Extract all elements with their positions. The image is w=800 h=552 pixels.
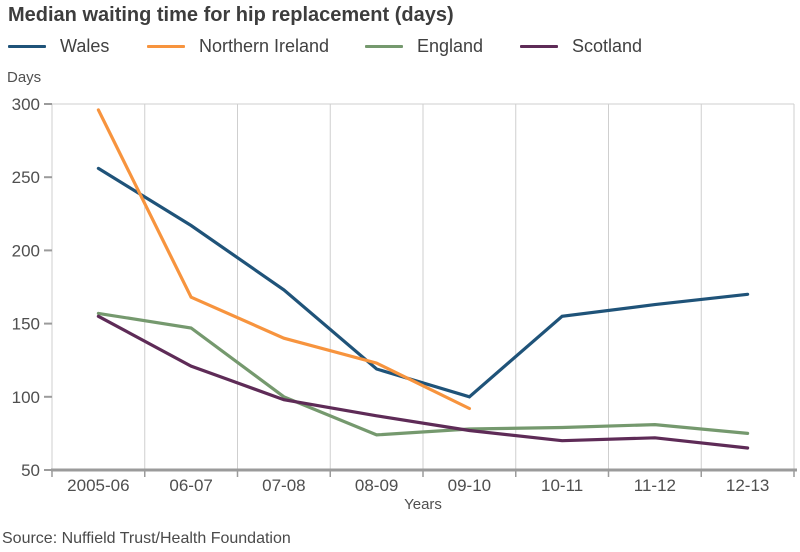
legend-label-england: England (417, 35, 484, 56)
x-tick-label: 12-13 (726, 476, 769, 495)
legend-item-scotland: Scotland (520, 35, 643, 56)
legend-item-northern-ireland: Northern Ireland (147, 35, 330, 56)
y-tick-label: 200 (12, 241, 40, 260)
x-tick-label: 08-09 (355, 476, 398, 495)
x-tick-label: 11-12 (634, 476, 676, 495)
series-line-northern-ireland (96, 108, 471, 411)
legend-item-wales: Wales (8, 35, 110, 56)
y-tick-label: 250 (12, 168, 40, 187)
x-tick-label: 06-07 (169, 476, 212, 495)
source-text: Source: Nuffield Trust/Health Foundation (2, 530, 291, 547)
legend-label-scotland: Scotland (572, 35, 643, 56)
y-axis-unit-label: Days (7, 69, 42, 86)
y-tick-label: 100 (12, 388, 40, 407)
page-title: Median waiting time for hip replacement … (8, 4, 454, 26)
legend-label-northern-ireland: Northern Ireland (199, 35, 330, 56)
y-tick-label: 50 (21, 461, 40, 480)
series-line-wales (96, 166, 750, 399)
x-tick-label: 07-08 (262, 476, 305, 495)
northern-ireland-line-swatch-icon (147, 44, 185, 48)
wales-line-swatch-icon (8, 44, 46, 48)
legend-label-wales: Wales (60, 35, 110, 56)
x-tick-label: 10-11 (541, 476, 583, 495)
legend-item-england: England (365, 35, 484, 56)
x-tick-label: 09-10 (448, 476, 491, 495)
scotland-line-swatch-icon (520, 44, 558, 48)
series-line-england (96, 311, 750, 437)
y-tick-label: 150 (12, 315, 40, 334)
series-line-scotland (96, 314, 750, 450)
x-tick-label: 2005-06 (67, 476, 129, 495)
england-line-swatch-icon (365, 44, 403, 48)
x-axis-title: Years (404, 496, 442, 513)
y-tick-label: 300 (12, 95, 40, 114)
